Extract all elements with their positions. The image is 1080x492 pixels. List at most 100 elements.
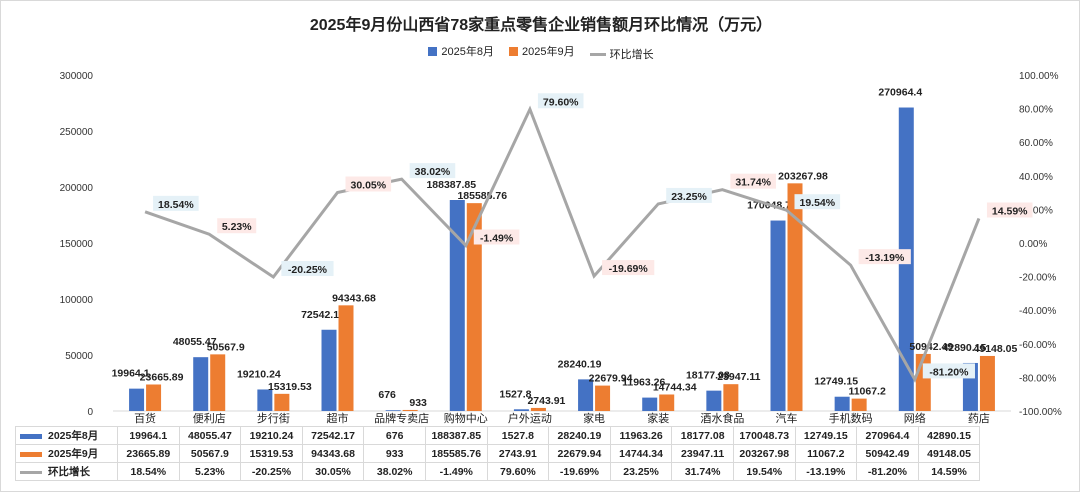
- bar-aug: [257, 389, 273, 411]
- bar-aug: [834, 396, 850, 411]
- bar-data-label: 1527.8: [499, 388, 531, 400]
- line-label-bg: [537, 93, 584, 109]
- table-cell: 203267.98: [732, 444, 796, 463]
- table-row: 2025年8月 19964.1 48055.47 19210.24 72542.17 67…: [15, 426, 981, 445]
- table-cell: 188387.85: [424, 426, 488, 445]
- line-label-bg: [281, 261, 334, 277]
- bar-data-label: 14744.34: [653, 381, 697, 393]
- bar-data-label: 15319.53: [268, 381, 312, 393]
- table-cell: 23.25%: [609, 462, 673, 481]
- bar-data-label: 18177.08: [686, 370, 730, 382]
- x-tick-label: 超市: [327, 411, 349, 425]
- table-cell: 19210.24: [240, 426, 303, 445]
- bar-sep: [338, 305, 354, 411]
- row-label: 2025年8月: [15, 426, 118, 445]
- bar-aug: [770, 220, 786, 411]
- y-tick-label: 300000: [60, 71, 94, 82]
- bar-data-label: 11963.26: [622, 377, 665, 389]
- y-tick-label: 150000: [60, 239, 94, 250]
- bar-data-label: 72542.17: [301, 309, 345, 321]
- bar-sep: [595, 385, 611, 411]
- table-cell: 79.60%: [486, 462, 550, 481]
- table-cell: 15319.53: [240, 444, 303, 463]
- table-cell: -20.25%: [240, 462, 303, 481]
- table-cell: 50942.49: [856, 444, 919, 463]
- bar-aug: [193, 357, 209, 411]
- bar-sep: [146, 384, 162, 411]
- bar-sep: [915, 353, 931, 411]
- table-cell: -81.20%: [856, 462, 919, 481]
- line-data-label: 18.54%: [158, 199, 194, 211]
- bar-data-label: 48055.47: [173, 336, 217, 348]
- bar-data-label: 49148.05: [974, 343, 1018, 355]
- table-cell: 23665.89: [117, 444, 180, 463]
- table-cell: 185585.76: [424, 444, 488, 463]
- y-tick-label: 50000: [65, 351, 93, 362]
- bar-sep: [723, 384, 739, 411]
- table-cell: -13.19%: [794, 462, 858, 481]
- bar-data-label: 933: [409, 397, 427, 409]
- table-cell: 19.54%: [732, 462, 796, 481]
- y2-tick-label: -100.00%: [1019, 407, 1062, 418]
- table-cell: 50567.9: [178, 444, 242, 463]
- bar-aug: [385, 410, 401, 411]
- x-tick-label: 家电: [583, 411, 605, 425]
- table-cell: 48055.47: [178, 426, 242, 445]
- y2-tick-label: 20.00%: [1019, 205, 1053, 216]
- y-tick-label: 200000: [60, 183, 94, 194]
- line-data-label: -81.20%: [929, 366, 969, 378]
- line-data-label: -19.69%: [609, 263, 649, 275]
- table-cell: 170048.73: [732, 426, 796, 445]
- table-cell: 18177.08: [671, 426, 734, 445]
- table-cell: 676: [363, 426, 426, 445]
- table-row: 2025年9月 23665.89 50567.9 15319.53 94343.68 93…: [15, 444, 981, 463]
- table-cell: 94343.68: [301, 444, 365, 463]
- x-tick-label: 汽车: [776, 411, 798, 425]
- bar-data-label: 188387.85: [426, 179, 476, 191]
- y2-tick-label: -40.00%: [1019, 306, 1056, 317]
- table-cell: -1.49%: [424, 462, 488, 481]
- table-cell: 18.54%: [117, 462, 180, 481]
- bar-data-label: 185585.76: [457, 190, 507, 202]
- table-cell: 14.59%: [917, 462, 981, 481]
- x-tick-label: 便利店: [193, 411, 226, 425]
- bar-sep: [274, 393, 290, 411]
- chart-title: 2025年9月份山西省78家重点零售企业销售额月环比情况（万元）: [309, 17, 773, 34]
- y2-tick-label: -20.00%: [1019, 273, 1056, 284]
- bar-aug: [706, 390, 722, 411]
- line-label-bg: [794, 194, 841, 210]
- bar-aug: [449, 200, 465, 411]
- table-cell: 31.74%: [671, 462, 734, 481]
- line-label-bg: [345, 176, 392, 192]
- x-tick-label: 酒水食品: [700, 411, 744, 425]
- legend-label: 环比增长: [609, 49, 654, 61]
- row-label: 环比增长: [15, 462, 118, 481]
- y-tick-label: 250000: [60, 127, 94, 138]
- bar-sep: [466, 203, 482, 411]
- x-tick-label: 药店: [968, 411, 990, 425]
- y2-tick-label: 40.00%: [1019, 172, 1053, 183]
- table-cell: 11963.26: [609, 426, 673, 445]
- bar-aug: [129, 388, 145, 411]
- bar-data-label: 203267.98: [778, 170, 828, 182]
- bar-data-label: 2743.91: [527, 395, 565, 407]
- line-data-label: 31.74%: [735, 177, 771, 189]
- legend-sep: 2025年9月: [509, 43, 575, 59]
- line-data-label: -13.19%: [865, 252, 905, 264]
- table-cell: 933: [363, 444, 426, 463]
- bar-data-label: 12749.15: [814, 376, 858, 388]
- table-cell: 22679.94: [548, 444, 611, 463]
- table-cell: 19964.1: [117, 426, 180, 445]
- line-label-bg: [666, 187, 712, 203]
- line-label-bg: [409, 163, 456, 179]
- y-tick-label: 0: [87, 407, 93, 418]
- x-tick-label: 网络: [904, 411, 926, 425]
- table-cell: 38.02%: [363, 462, 426, 481]
- bar-data-label: 42890.15: [943, 342, 987, 354]
- line-label-bg: [473, 229, 520, 245]
- line-label-bg: [922, 363, 975, 379]
- y2-tick-label: 80.00%: [1019, 105, 1053, 116]
- line-data-label: 23.25%: [671, 191, 707, 203]
- bar-data-label: 19210.24: [237, 368, 281, 380]
- bar-sep: [402, 409, 418, 411]
